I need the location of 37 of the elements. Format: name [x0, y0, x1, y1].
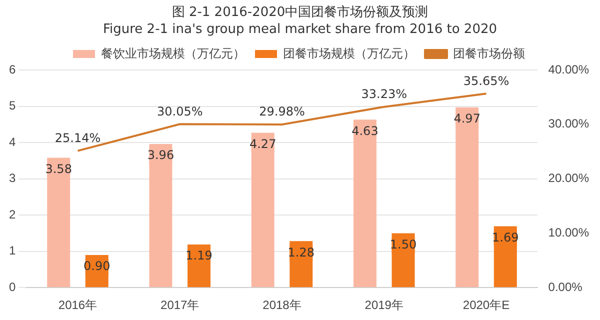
y-tick-label: 0	[8, 280, 16, 294]
y-tick-label: 5	[8, 98, 16, 113]
x-tick-label: 2016年	[58, 298, 98, 312]
bar	[47, 158, 70, 288]
y2-tick-label: 20.00%	[548, 171, 590, 186]
x-tick-label: 2018年	[262, 298, 302, 312]
legend-label: 团餐市场份额	[453, 46, 525, 60]
data-label: 29.98%	[259, 104, 305, 119]
y2-tick-label: 30.00%	[548, 116, 590, 131]
x-tick-label: 2017年	[160, 298, 200, 312]
y-tick-label: 6	[8, 62, 16, 76]
y-tick-label: 3	[8, 171, 16, 186]
data-label: 4.63	[352, 124, 378, 138]
chart-subtitle: Figure 2-1 ina's group meal market share from 2016 to 2020	[102, 21, 498, 38]
data-label: 33.23%	[361, 86, 407, 101]
y2-tick-label: 10.00%	[548, 226, 590, 240]
x-tick-label: 2019年	[364, 298, 404, 312]
x-tick-label: 2020年E	[462, 298, 510, 312]
legend-label: 餐饮业市场规模（万亿元）	[101, 46, 245, 60]
bar	[456, 107, 479, 288]
bar	[353, 120, 376, 288]
y2-tick-label: 0.00%	[548, 280, 583, 294]
bar	[149, 144, 172, 288]
data-label: 3.96	[147, 148, 174, 162]
y-tick-label: 4	[8, 134, 16, 149]
bar	[251, 132, 274, 288]
y-tick-label: 1	[8, 244, 16, 258]
data-label: 30.05%	[156, 104, 203, 118]
data-label: 4.97	[454, 111, 480, 126]
data-label: 25.14%	[54, 130, 101, 145]
data-label: 35.65%	[463, 74, 510, 88]
data-label: 4.27	[249, 136, 276, 151]
chart-title: 图 2-1 2016-2020中国团餐市场份额及预测	[170, 4, 430, 21]
y-tick-label: 2	[8, 207, 16, 222]
data-label: 3.58	[45, 162, 72, 176]
legend-label: 团餐市场规模（万亿元）	[283, 46, 415, 60]
y2-tick-label: 40.00%	[548, 62, 590, 76]
